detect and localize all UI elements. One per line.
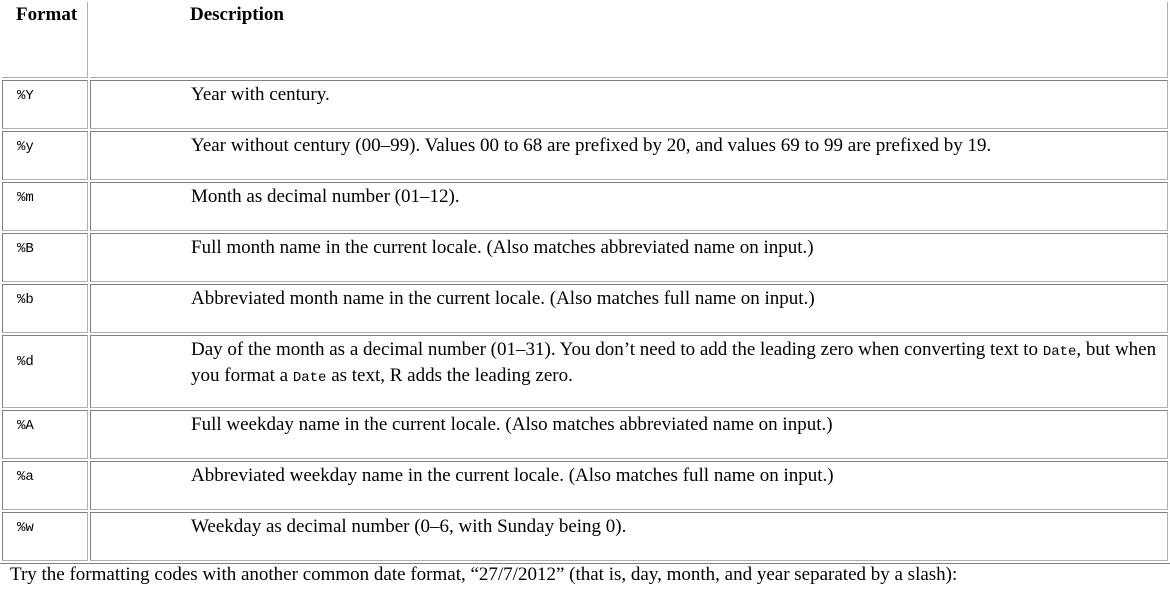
format-description: Full weekday name in the current locale.… xyxy=(90,410,1168,459)
table-header-row: Format Description xyxy=(2,2,1168,78)
format-description: Year without century (00–99). Values 00 … xyxy=(90,131,1168,180)
description-text: Day of the month as a decimal number (01… xyxy=(191,339,1043,360)
table-row: %A Full weekday name in the current loca… xyxy=(2,410,1168,459)
inline-code: Date xyxy=(1042,344,1077,360)
footer-paragraph: Try the formatting codes with another co… xyxy=(10,564,958,585)
format-code: %d xyxy=(2,335,88,408)
format-code: %y xyxy=(2,131,88,180)
format-code: %a xyxy=(2,461,88,510)
format-column-header: Format xyxy=(2,2,88,78)
table-row: %Y Year with century. xyxy=(2,80,1168,129)
format-description: Abbreviated month name in the current lo… xyxy=(90,284,1168,333)
format-code: %Y xyxy=(2,80,88,129)
description-text: as text, R adds the leading zero. xyxy=(326,365,573,386)
table-row: %w Weekday as decimal number (0–6, with … xyxy=(2,512,1168,561)
format-description: Day of the month as a decimal number (01… xyxy=(90,335,1168,408)
format-description: Month as decimal number (01–12). xyxy=(90,182,1168,231)
format-code: %w xyxy=(2,512,88,561)
table-row: %b Abbreviated month name in the current… xyxy=(2,284,1168,333)
table-row: %y Year without century (00–99). Values … xyxy=(2,131,1168,180)
inline-code: Date xyxy=(292,370,327,386)
format-code: %m xyxy=(2,182,88,231)
format-description: Year with century. xyxy=(90,80,1168,129)
format-description: Full month name in the current locale. (… xyxy=(90,233,1168,282)
format-code: %b xyxy=(2,284,88,333)
description-column-header: Description xyxy=(90,2,1168,78)
description-text: , but when you format a xyxy=(191,339,1157,386)
table-row: %d Day of the month as a decimal number … xyxy=(2,335,1168,408)
format-description: Weekday as decimal number (0–6, with Sun… xyxy=(90,512,1168,561)
format-codes-table: Format Description %Y Year with century.… xyxy=(0,2,1170,564)
table-row: %B Full month name in the current locale… xyxy=(2,233,1168,282)
format-code: %A xyxy=(2,410,88,459)
format-description: Abbreviated weekday name in the current … xyxy=(90,461,1168,510)
table-row: %m Month as decimal number (01–12). xyxy=(2,182,1168,231)
format-code: %B xyxy=(2,233,88,282)
table-row: %a Abbreviated weekday name in the curre… xyxy=(2,461,1168,510)
